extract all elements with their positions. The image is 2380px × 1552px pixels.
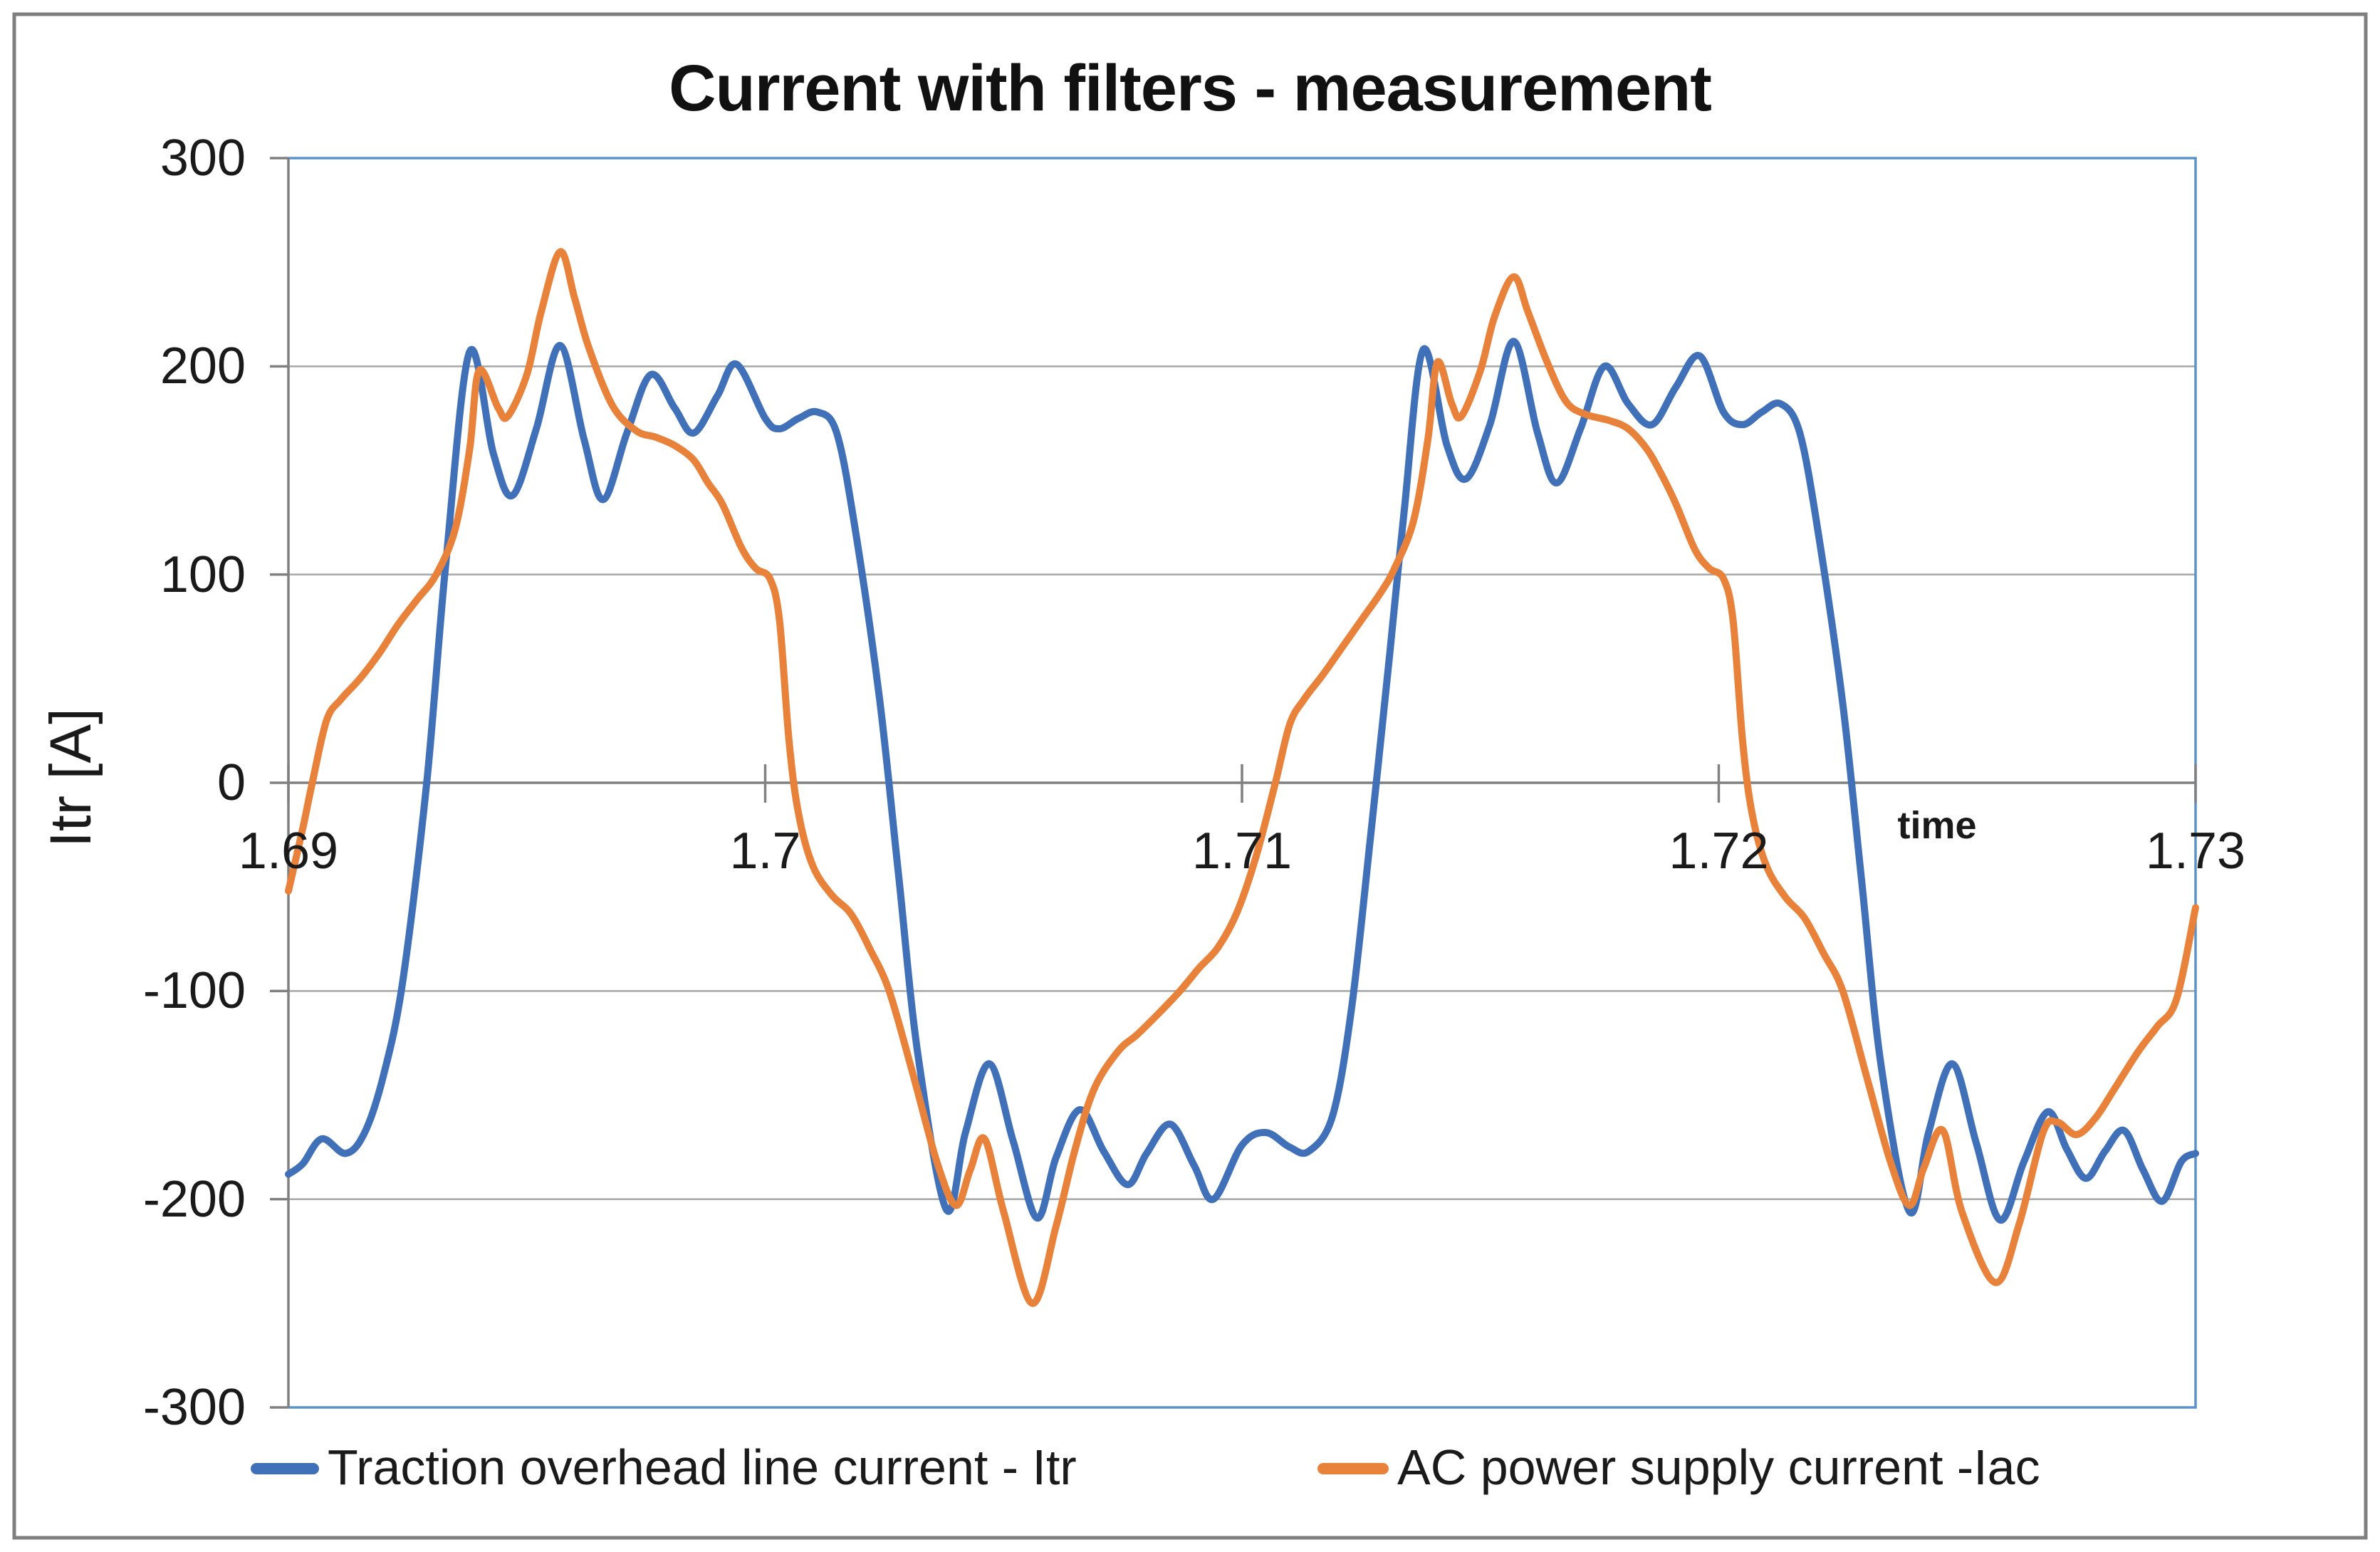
x-tick-label-1.71: 1.71 (1191, 823, 1293, 880)
x-tick-label-1.69: 1.69 (238, 823, 339, 880)
gridlines (288, 365, 2196, 1200)
y-tick-label-100: 100 (160, 546, 246, 603)
axis-ticks (270, 157, 2197, 1409)
chart-title: Current with filters - measurement (669, 52, 1712, 125)
x-tick-label-1.72: 1.72 (1669, 823, 1769, 880)
legend-swatch-itr (251, 1463, 319, 1474)
legend-label-itr: Traction overhead line current - Itr (328, 1439, 1077, 1495)
y-tick-label--200: -200 (142, 1170, 246, 1228)
series-line-iac (285, 248, 2199, 1307)
x-tick-label-1.7: 1.7 (729, 823, 801, 880)
legend-label-iac: AC power supply current -Iac (1397, 1439, 2040, 1495)
y-tick-label-200: 200 (160, 338, 246, 395)
y-tick-label--300: -300 (142, 1379, 246, 1436)
y-tick-label-300: 300 (160, 130, 246, 187)
series-line-itr (285, 338, 2199, 1224)
figure-border (12, 12, 2368, 1540)
y-tick-label--100: -100 (142, 962, 246, 1020)
legend-swatch-iac (1317, 1463, 1389, 1474)
series-lines (285, 248, 2199, 1307)
x-tick-label-1.73: 1.73 (2145, 823, 2246, 880)
x-axis-title: time (1897, 804, 1977, 847)
y-tick-label-0: 0 (216, 754, 246, 811)
